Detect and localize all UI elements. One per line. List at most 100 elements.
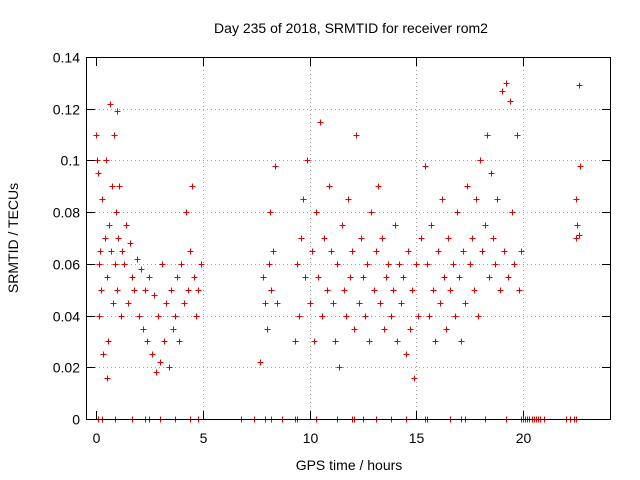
data-point [490, 235, 497, 242]
data-point [516, 287, 523, 294]
data-point [99, 196, 106, 203]
data-point [319, 313, 326, 320]
data-point [142, 287, 149, 294]
data-point [360, 274, 367, 281]
data-point [131, 287, 138, 294]
data-point [104, 375, 111, 382]
data-point [292, 338, 299, 345]
data-point [110, 300, 117, 307]
data-point [381, 326, 388, 333]
data-point [93, 132, 100, 139]
data-point [116, 183, 123, 190]
data-point [573, 235, 580, 242]
data-point [432, 338, 439, 345]
data-point [321, 235, 328, 242]
y-axis-label: SRMTID / TECUs [5, 183, 21, 293]
data-point [405, 248, 412, 255]
data-point [469, 235, 476, 242]
data-point [161, 338, 168, 345]
data-points [93, 80, 584, 423]
data-point [447, 287, 454, 294]
data-point [104, 274, 111, 281]
data-point [430, 287, 437, 294]
data-point [105, 338, 112, 345]
data-point [304, 157, 311, 164]
data-point [418, 235, 425, 242]
data-point [96, 261, 103, 268]
data-point [400, 274, 407, 281]
y-tick-label: 0.1 [61, 153, 81, 169]
data-point [296, 313, 303, 320]
data-point [464, 183, 471, 190]
data-point [383, 274, 390, 281]
data-point [511, 261, 518, 268]
data-point [97, 248, 104, 255]
data-point [507, 98, 514, 105]
data-point [462, 300, 469, 307]
y-tick-label: 0.14 [53, 50, 80, 66]
data-point [129, 274, 136, 281]
data-point [163, 300, 170, 307]
grid-lines [87, 58, 610, 419]
data-point [351, 326, 358, 333]
data-point [471, 287, 478, 294]
y-tick-label: 0.04 [53, 309, 80, 325]
data-point [499, 88, 506, 95]
y-tick-label: 0 [72, 412, 80, 428]
data-point [454, 209, 461, 216]
data-point [460, 248, 467, 255]
data-point [509, 209, 516, 216]
data-point [473, 196, 480, 203]
data-point [518, 248, 525, 255]
data-point [96, 313, 103, 320]
data-point [396, 261, 403, 268]
data-point [422, 163, 429, 170]
data-point [375, 183, 382, 190]
data-point [456, 274, 463, 281]
data-point [155, 313, 162, 320]
data-point [353, 132, 360, 139]
data-point [379, 235, 386, 242]
x-tick-label: 15 [409, 430, 425, 446]
data-point [302, 274, 309, 281]
y-tick-label: 0.06 [53, 257, 80, 273]
data-point [294, 261, 301, 268]
data-point [298, 235, 305, 242]
data-point [514, 132, 521, 139]
data-point [300, 196, 307, 203]
data-point [336, 364, 343, 371]
data-point [307, 300, 314, 307]
data-point [94, 157, 101, 164]
data-point [494, 196, 501, 203]
data-point [373, 248, 380, 255]
data-point [102, 235, 109, 242]
data-point [114, 287, 121, 294]
data-point [270, 248, 277, 255]
data-point [103, 157, 110, 164]
data-point [334, 261, 341, 268]
data-point [398, 300, 405, 307]
data-point [371, 287, 378, 294]
data-point [140, 326, 147, 333]
data-point [315, 274, 322, 281]
y-tick-label: 0.12 [53, 102, 80, 118]
data-point [452, 313, 459, 320]
data-point [134, 256, 141, 263]
x-axis-label: GPS time / hours [296, 457, 403, 473]
data-point [113, 209, 120, 216]
data-point [326, 183, 333, 190]
data-point [178, 261, 185, 268]
data-point [121, 261, 128, 268]
data-point [437, 300, 444, 307]
data-point [330, 300, 337, 307]
data-point [95, 170, 102, 177]
data-point [475, 313, 482, 320]
data-point [272, 163, 279, 170]
data-point [388, 313, 395, 320]
data-point [193, 313, 200, 320]
x-tick-label: 20 [516, 430, 532, 446]
data-point [191, 274, 198, 281]
x-tick-label: 10 [303, 430, 319, 446]
data-point [364, 261, 371, 268]
